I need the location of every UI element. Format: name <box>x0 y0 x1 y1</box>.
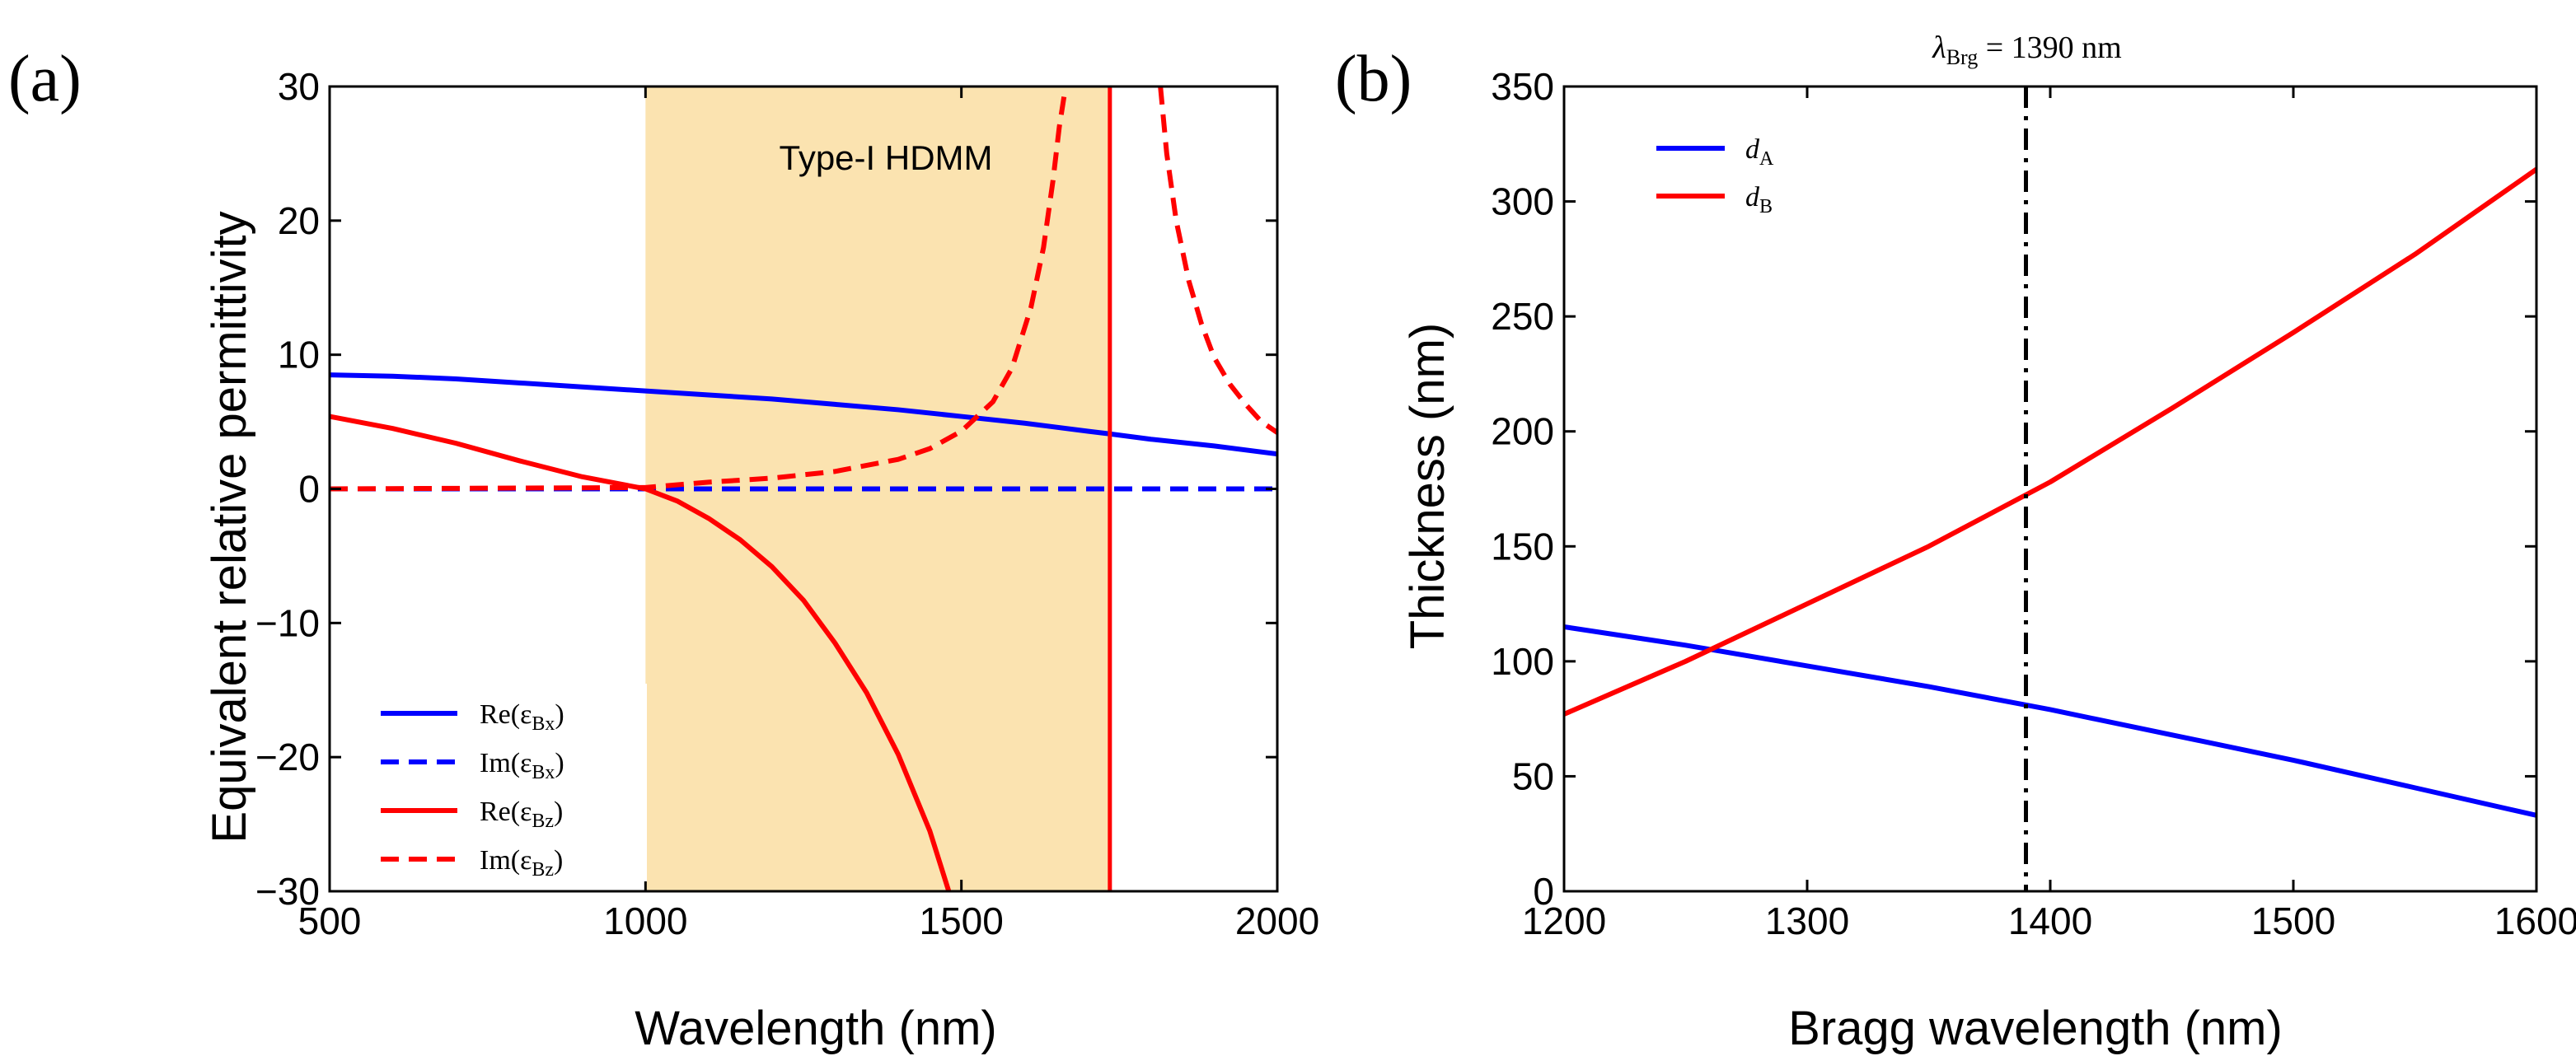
panel-b-y-axis-label: Thickness (nm) <box>1401 323 1454 649</box>
panel-b-plot-area: 1200 1300 1400 1500 1600 0 50 100 150 200 250 300 35… <box>1491 65 2576 942</box>
panel-a-legend: Re(εBx) Im(εBx) Re(εBz) Im(εBz) <box>375 684 647 881</box>
panel-a-y-tick-label: −20 <box>255 736 320 778</box>
panel-b-y-tick-label: 200 <box>1491 410 1554 453</box>
panel-a-series-im-bz-line-branch-2 <box>1158 86 1277 435</box>
panel-a-x-tick-label: 500 <box>298 899 362 942</box>
panel-a-y-tick-label: −10 <box>255 601 320 644</box>
panel-a-y-tick-label: 20 <box>278 199 320 242</box>
panel-b-x-tick-label: 1500 <box>2251 899 2335 942</box>
panel-b-x-tick-label: 1200 <box>1522 899 1606 942</box>
svg-text:dA: dA <box>1745 134 1774 170</box>
panel-a-y-tick-label: 10 <box>278 334 320 376</box>
svg-text:Im(εBx): Im(εBx) <box>480 748 564 783</box>
panel-a-plot-area: 500 1000 1500 2000 −30 −20 −10 0 10 20 30 <box>255 65 1319 942</box>
panel-b-label: (b) <box>1335 43 1412 115</box>
panel-a-series-re-bx-line <box>330 372 1277 457</box>
panel-b-y-tick-label: 350 <box>1491 65 1554 108</box>
panel-a-y-tick-label: 30 <box>278 65 320 108</box>
panel-b-legend: dA dB <box>1656 134 1774 217</box>
panel-a-y-tick-label: −30 <box>255 870 320 913</box>
panel-b-y-tick-label: 0 <box>1533 870 1554 913</box>
panel-a-y-axis-label: Equivalent relative permittivity <box>203 211 256 843</box>
panel-b-y-tick-label: 50 <box>1512 755 1554 797</box>
svg-text:Re(εBx): Re(εBx) <box>480 699 564 735</box>
legend-entry-re-bz: Re(εBz) <box>381 797 563 832</box>
panel-b-y-tick-label: 300 <box>1491 180 1554 223</box>
panel-a-label: (a) <box>8 43 82 115</box>
panel-b-x-tick-label: 1300 <box>1765 899 1849 942</box>
panel-b: (b) 1200 1300 1400 1500 1600 0 50 100 150 200 250 3… <box>1335 30 2576 1055</box>
svg-text:dB: dB <box>1745 182 1773 217</box>
panel-b-y-tick-label: 100 <box>1491 640 1554 683</box>
panel-a-x-tick-label: 1000 <box>603 899 687 942</box>
panel-b-y-tick-label: 150 <box>1491 525 1554 568</box>
panel-a-series-re-bz-line <box>330 414 952 891</box>
panel-b-x-tick-label: 1600 <box>2494 899 2576 942</box>
svg-text:Im(εBz): Im(εBz) <box>480 845 563 881</box>
legend-entry-d-a: dA <box>1656 134 1774 170</box>
panel-b-axes-frame <box>1562 85 2538 893</box>
panel-a: (a) 500 1000 1500 2000 −30 −20 −10 0 10 20 30 Wave… <box>8 43 1319 1055</box>
panel-b-series-group <box>1564 167 2536 818</box>
panel-a-x-axis-label: Wavelength (nm) <box>635 1002 996 1055</box>
panel-b-series-d-a-line <box>1564 624 2536 818</box>
panel-b-x-axis-label: Bragg wavelength (nm) <box>1788 1002 2283 1055</box>
legend-entry-re-bx: Re(εBx) <box>381 699 564 735</box>
panel-a-series-group <box>330 86 1277 891</box>
panel-a-legend-box <box>375 684 647 881</box>
panel-b-y-tick-label: 250 <box>1491 295 1554 338</box>
panel-b-x-tick-label: 1400 <box>2008 899 2092 942</box>
legend-entry-d-b: dB <box>1656 182 1773 217</box>
type-i-hdmm-annotation: Type-I HDMM <box>779 138 992 177</box>
panel-a-series-im-bz-line <box>330 86 1069 492</box>
bragg-wavelength-marker-label: λBrg = 1390 nm <box>1932 30 2122 69</box>
panel-a-y-tick-label: 0 <box>298 468 320 511</box>
legend-entry-im-bz: Im(εBz) <box>381 845 563 881</box>
panel-a-x-tick-label: 1500 <box>919 899 1003 942</box>
legend-entry-im-bx: Im(εBx) <box>381 748 564 783</box>
panel-b-series-d-b-line <box>1564 167 2536 717</box>
panel-a-x-tick-label: 2000 <box>1235 899 1319 942</box>
svg-text:Re(εBz): Re(εBz) <box>480 797 563 832</box>
